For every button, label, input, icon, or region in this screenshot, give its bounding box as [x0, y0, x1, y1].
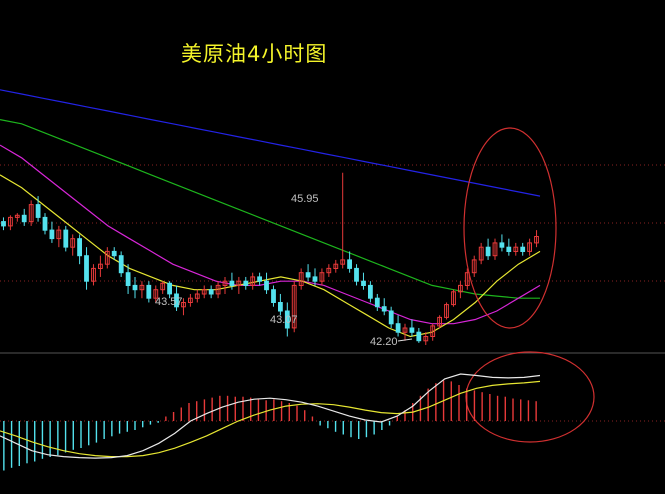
- candle-body: [361, 280, 366, 287]
- price-annotation: 42.20: [370, 336, 398, 348]
- candle-body: [35, 204, 41, 218]
- candle-body: [430, 325, 436, 337]
- candle-body: [21, 214, 27, 223]
- candle-body: [201, 289, 207, 295]
- candle-body: [319, 272, 325, 282]
- candle-body: [28, 204, 34, 223]
- candle-body: [520, 246, 526, 252]
- candle-body: [312, 276, 318, 282]
- candle-body: [91, 267, 96, 282]
- candle-body: [326, 267, 332, 274]
- candle-body: [257, 276, 263, 282]
- highlight-ellipse-macd: [465, 351, 595, 443]
- candle-body: [485, 246, 491, 257]
- candle-body: [444, 304, 449, 318]
- candle-body: [229, 280, 235, 287]
- candle-body: [499, 242, 505, 248]
- candle-body: [333, 263, 339, 270]
- candle-body: [437, 316, 443, 327]
- macd-dea-line: [0, 380, 541, 458]
- highlight-ellipse-price: [463, 127, 557, 329]
- candle-body: [305, 272, 311, 278]
- candle-body: [139, 284, 145, 291]
- candle-body: [125, 272, 131, 287]
- candle-body: [8, 216, 13, 227]
- candle-body: [423, 336, 429, 342]
- candle-body: [243, 280, 249, 287]
- candle-body: [409, 327, 415, 333]
- candle-body: [298, 272, 304, 287]
- candle-body: [340, 259, 346, 265]
- candle-body: [84, 255, 89, 282]
- candle-body: [167, 282, 172, 295]
- candle-body: [492, 242, 498, 257]
- candle-body: [284, 310, 290, 329]
- candle-body: [49, 229, 55, 240]
- candle-body: [208, 289, 214, 295]
- candle-body: [118, 255, 124, 274]
- candle-body: [14, 214, 20, 218]
- candle-body: [395, 323, 401, 333]
- candle-body: [271, 289, 276, 304]
- candle-body: [194, 293, 200, 299]
- candle-body: [215, 284, 221, 295]
- candle-body: [160, 282, 166, 291]
- candle-body: [111, 250, 117, 257]
- candle-body: [236, 280, 242, 287]
- candle-body: [381, 306, 387, 312]
- candle-body: [464, 272, 470, 287]
- candle-body: [132, 284, 138, 291]
- ma-line-green: [0, 119, 540, 299]
- chart-title: 美原油4小时图: [181, 42, 328, 66]
- candle-body: [527, 242, 533, 252]
- candle-body: [478, 246, 484, 261]
- candle-body: [70, 238, 76, 248]
- price-annotation: 43.57: [155, 296, 183, 308]
- price-annotation: 45.95: [291, 193, 319, 205]
- candle-body: [534, 236, 539, 244]
- candle-body: [368, 284, 373, 299]
- candle-body: [56, 229, 62, 240]
- candle-body: [458, 284, 463, 293]
- candle-body: [42, 216, 48, 231]
- candle-body: [174, 293, 179, 308]
- candle-body: [153, 289, 159, 299]
- candle-body: [506, 246, 512, 252]
- candle-body: [77, 238, 82, 257]
- candle-body: [181, 302, 186, 308]
- candle-body: [264, 280, 269, 291]
- candle-body: [388, 310, 394, 325]
- candle-body: [1, 221, 6, 227]
- candle-body: [63, 229, 69, 248]
- candle-body: [416, 331, 422, 342]
- price-annotation: 43.07: [270, 314, 298, 326]
- candle-body: [513, 246, 519, 252]
- candle-body: [146, 284, 152, 299]
- candle-body: [222, 280, 228, 287]
- candle-body: [402, 327, 408, 333]
- low-pointer: [397, 338, 413, 342]
- candle-body: [291, 284, 297, 329]
- candle-body: [374, 297, 380, 308]
- ma-line-magenta: [0, 144, 541, 325]
- ma-line-yellow: [0, 174, 541, 338]
- candle-body: [354, 267, 359, 282]
- ma-line-blue: [0, 89, 541, 197]
- candle-body: [104, 250, 110, 265]
- candle-body: [451, 291, 456, 306]
- candle-body: [250, 276, 256, 286]
- candle-body: [471, 259, 477, 274]
- candle-body: [98, 263, 103, 270]
- candle-body: [188, 297, 193, 304]
- candle-body: [347, 259, 353, 269]
- candle-body: [278, 302, 283, 312]
- macd-dif-line: [0, 373, 541, 459]
